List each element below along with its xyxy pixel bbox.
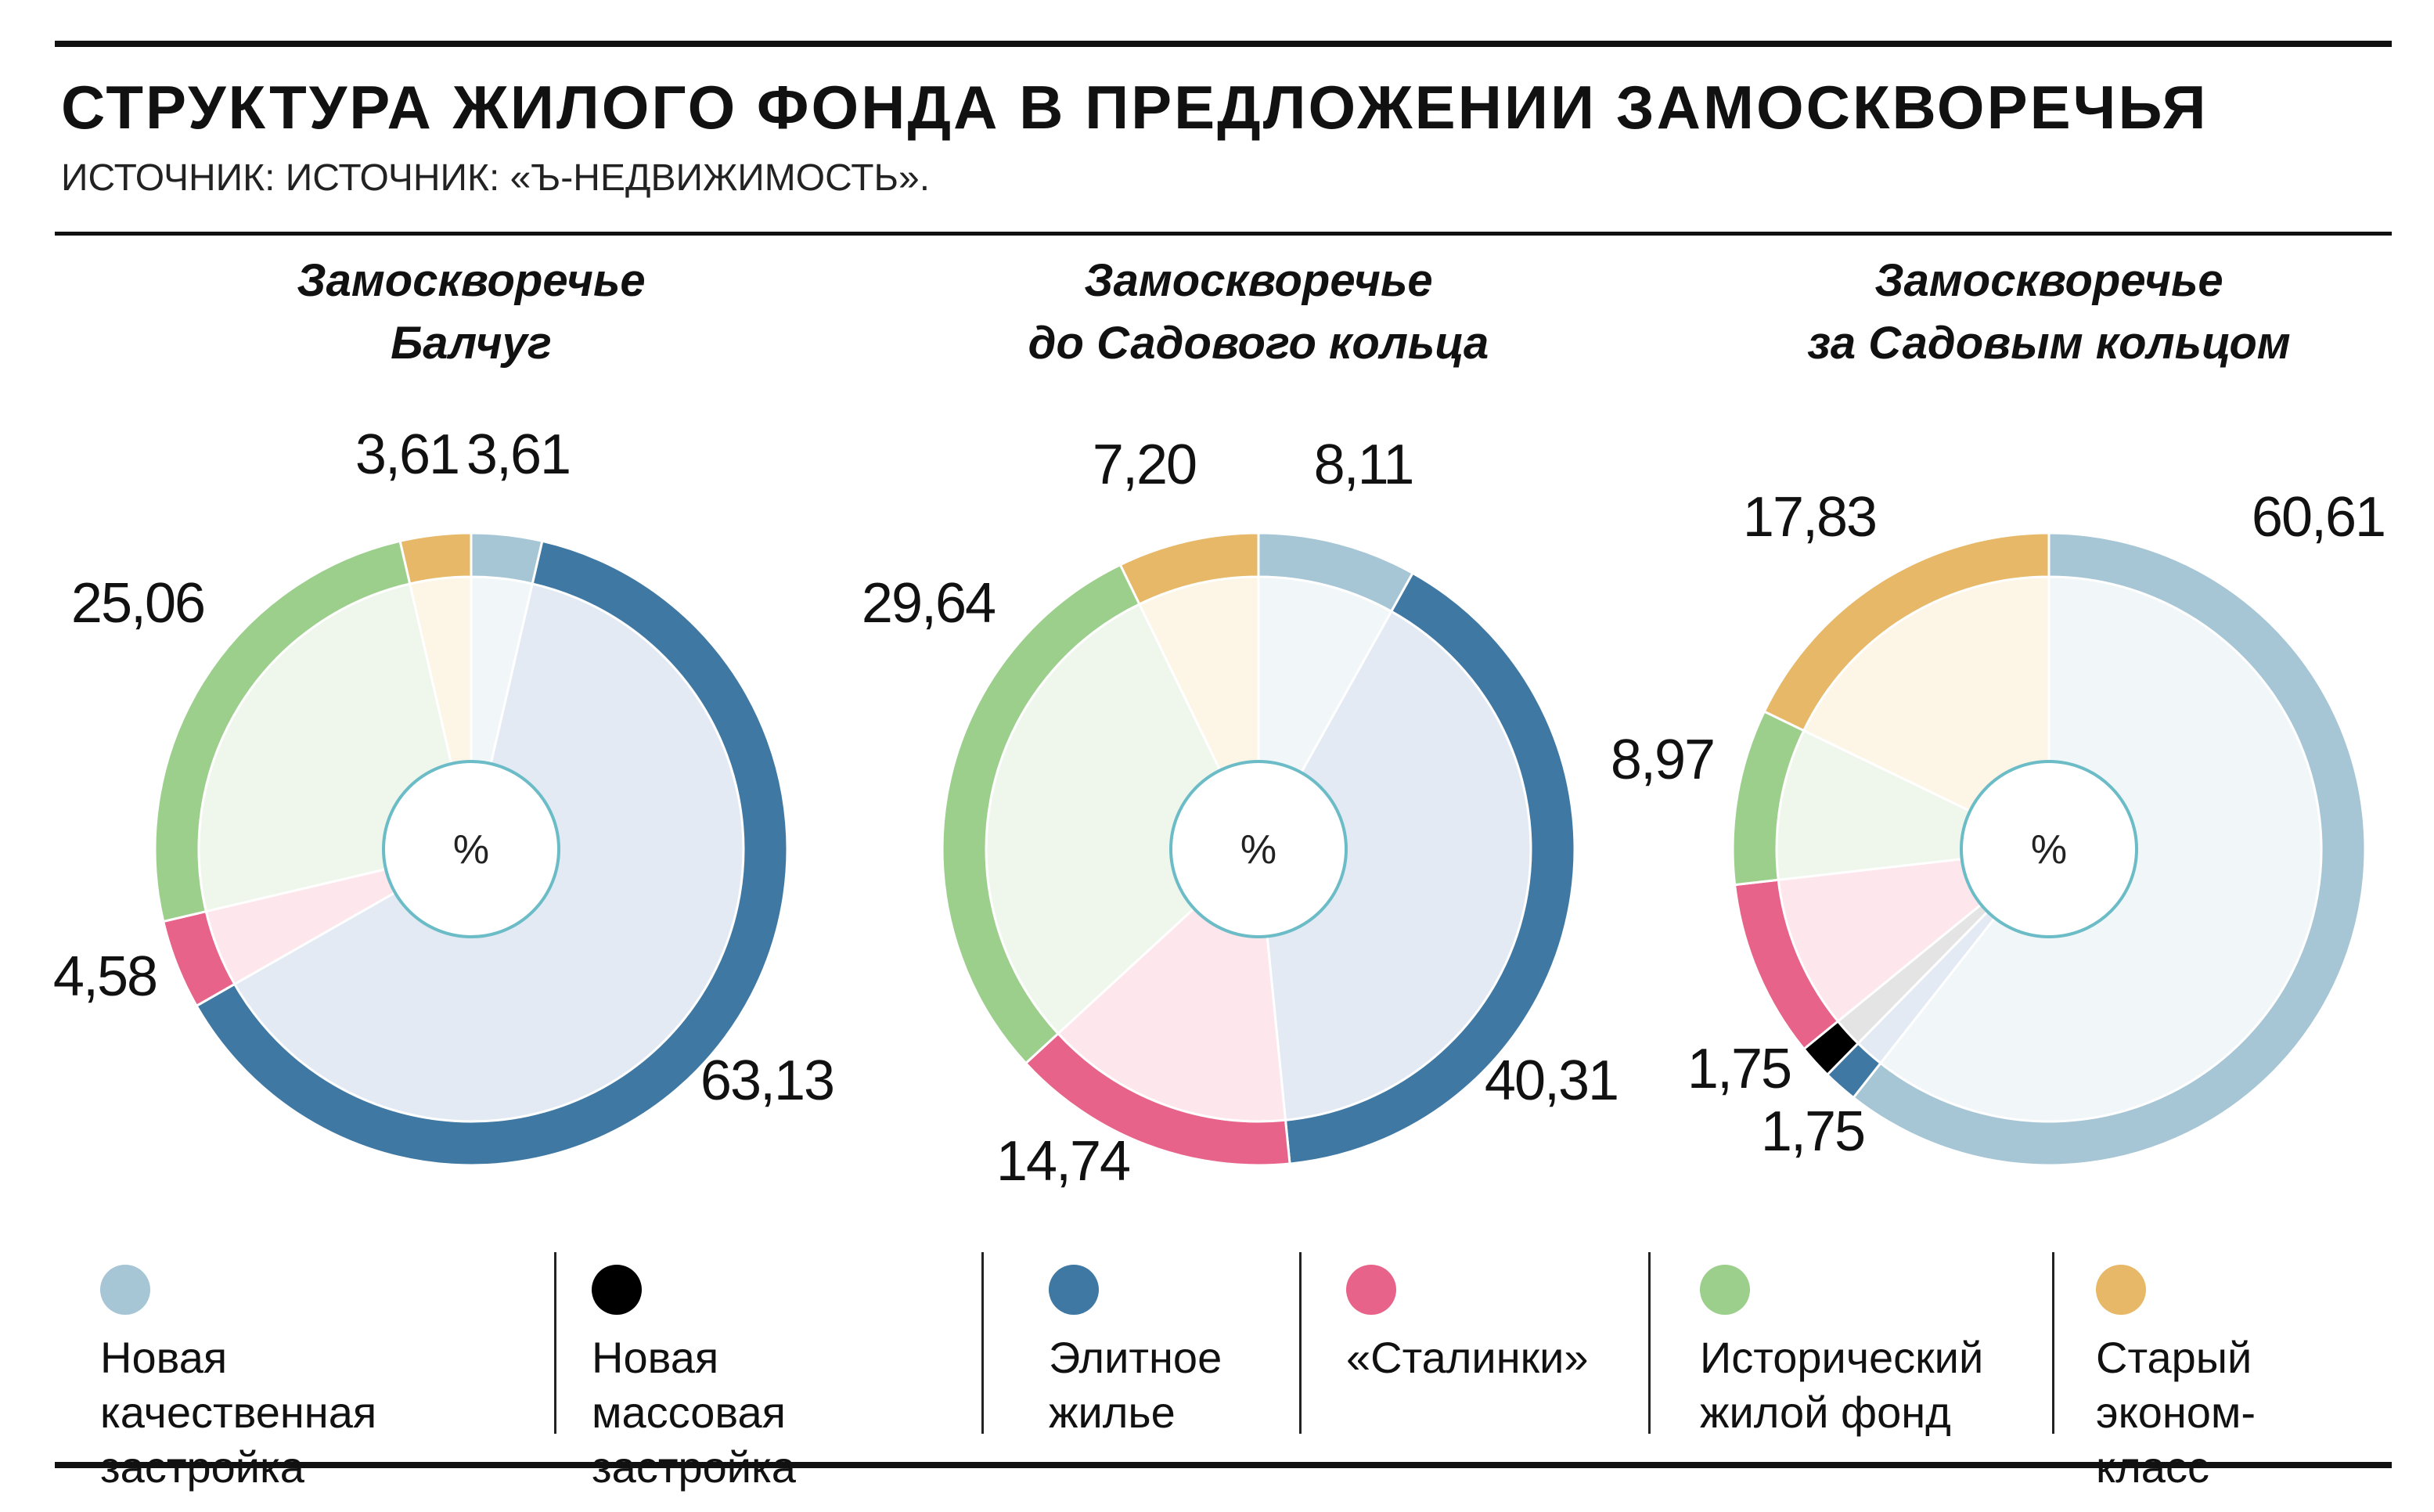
value-label: 8,11 [1314, 434, 1413, 496]
chart-title-line: до Садового кольца [1028, 318, 1489, 369]
slice-arc [398, 531, 473, 585]
legend-label: Элитное жилье [1049, 1333, 1222, 1437]
value-label: 60,61 [2252, 486, 2385, 549]
slice-arc [1852, 531, 2367, 1167]
legend-swatch [1049, 1265, 1099, 1315]
legend-swatch [1700, 1265, 1750, 1315]
center-hole [382, 760, 560, 938]
legend-swatch [1346, 1265, 1396, 1315]
value-label: 8,97 [1611, 729, 1714, 791]
slice-arc [1118, 531, 1260, 607]
donut-charts: Замоскворечье Балчуг% 3,61 63,13 4,58 25,06 3,… [53, 255, 2386, 1193]
center-hole [1169, 760, 1348, 938]
value-label: 40,31 [1485, 1049, 1618, 1112]
legend-separator [554, 1252, 556, 1434]
legend-separator [1299, 1252, 1302, 1434]
value-label: 7,20 [1093, 434, 1196, 496]
legend-label: Новая качественная застройка [100, 1333, 377, 1492]
value-label: 25,06 [71, 572, 204, 635]
value-label: 3,61 [355, 423, 459, 486]
chart-title-line: Замоскворечье [1084, 255, 1432, 306]
source-line: ИСТОЧНИК: ИСТОЧНИК: «Ъ-НЕДВИЖИМОСТЬ». [61, 157, 931, 199]
header-rule [55, 232, 2392, 236]
value-label: 1,75 [1687, 1038, 1791, 1100]
value-label: 3,61 [466, 423, 570, 486]
value-label: 63,13 [700, 1049, 834, 1112]
chart-title-line: Замоскворечье [297, 255, 645, 306]
legend-label: «Сталинки» [1346, 1333, 1589, 1382]
legend-separator [2052, 1252, 2054, 1434]
donut-chart-2: Замоскворечье до Садового кольца% 8,11 40,3… [862, 255, 1619, 1193]
legend-label: Старый эконом-класс [2096, 1333, 2256, 1492]
slice-arc [1762, 531, 2051, 733]
center-percent-label: % [453, 827, 489, 873]
legend-label: Новая массовая застройка [592, 1333, 796, 1492]
value-label: 1,75 [1761, 1100, 1864, 1163]
value-label: 4,58 [53, 945, 157, 1008]
legend-swatch [100, 1265, 150, 1315]
top-rule [55, 41, 2392, 47]
legend-label: Исторический жилой фонд [1700, 1333, 1984, 1437]
slice-arc [1284, 571, 1576, 1165]
value-label: 29,64 [862, 572, 995, 635]
donut-chart-1: Замоскворечье Балчуг% 3,61 63,13 4,58 25,06 3,… [53, 255, 835, 1167]
legend-separator [981, 1252, 984, 1434]
center-hole [1960, 760, 2138, 938]
chart-title-line: за Садовым кольцом [1807, 318, 2290, 369]
donut-chart-3: Замоскворечье за Садовым кольцом% 60,61 1,7… [1611, 255, 2386, 1167]
value-label: 17,83 [1743, 486, 1876, 549]
legend-separator [1648, 1252, 1651, 1434]
chart-title-line: Замоскворечье [1874, 255, 2223, 306]
center-percent-label: % [2031, 827, 2067, 873]
legend-swatch [592, 1265, 642, 1315]
center-percent-label: % [1240, 827, 1276, 873]
slice-arc [195, 539, 789, 1167]
bottom-rule [55, 1462, 2392, 1468]
legend-swatch [2096, 1265, 2146, 1315]
page-title: СТРУКТУРА ЖИЛОГО ФОНДА В ПРЕДЛОЖЕНИИ ЗАМ… [61, 73, 2209, 142]
chart-title-line: Балчуг [391, 318, 552, 369]
slice-arc [470, 531, 544, 585]
value-label: 14,74 [996, 1130, 1129, 1193]
